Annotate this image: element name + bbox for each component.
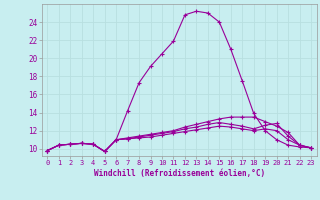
X-axis label: Windchill (Refroidissement éolien,°C): Windchill (Refroidissement éolien,°C) xyxy=(94,169,265,178)
